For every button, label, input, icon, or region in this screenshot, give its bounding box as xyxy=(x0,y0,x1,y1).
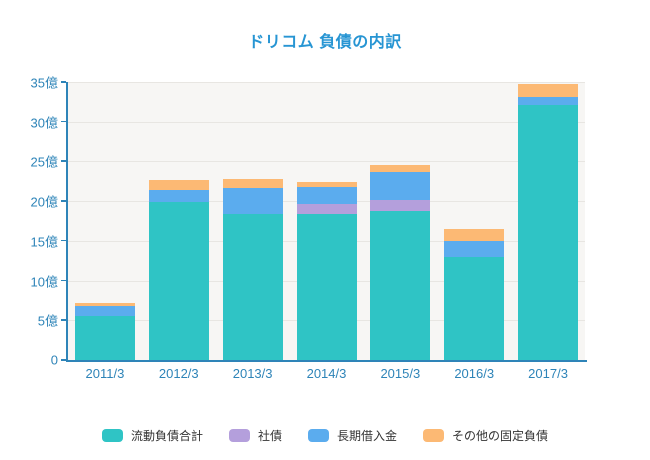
legend-label: 流動負債合計 xyxy=(130,429,203,443)
y-axis-tick-label: 30億 xyxy=(30,115,58,131)
bar-segment[interactable] xyxy=(370,211,431,360)
x-axis-label: 2017/3 xyxy=(528,366,568,381)
bar-segment[interactable] xyxy=(222,178,283,189)
gridline xyxy=(68,161,585,163)
y-axis-tick-label: 5億 xyxy=(37,313,58,329)
bar-segment[interactable] xyxy=(518,84,579,98)
legend-label: その他の固定負債 xyxy=(452,429,549,443)
y-axis-tick-label: 20億 xyxy=(30,194,58,210)
bar-segment[interactable] xyxy=(444,228,505,241)
y-axis-tick-label: 25億 xyxy=(30,154,58,170)
legend-swatch xyxy=(101,429,123,442)
bar-segment[interactable] xyxy=(518,105,579,360)
y-axis-tick xyxy=(61,200,66,202)
legend-swatch xyxy=(423,429,445,442)
legend-item[interactable]: 流動負債合計 xyxy=(101,427,203,444)
bar-segment[interactable] xyxy=(296,204,357,214)
x-axis-labels: 2011/3 2012/3 2013/3 2014/3 2015/3 2016/3 2017… xyxy=(68,366,585,386)
legend-item[interactable]: 長期借入金 xyxy=(308,427,397,444)
y-axis-tick xyxy=(61,319,66,321)
legend: 流動負債合計 社債 長期借入金 その他の固定負債 xyxy=(0,427,650,444)
y-axis-tick-label: 0 xyxy=(50,352,58,368)
bar-segment[interactable] xyxy=(296,213,357,360)
bar-segment[interactable] xyxy=(296,182,357,187)
legend-item[interactable]: その他の固定負債 xyxy=(423,427,548,444)
bar-segment[interactable] xyxy=(148,190,209,202)
legend-label: 社債 xyxy=(257,429,282,443)
y-axis-tick xyxy=(61,120,66,123)
bar-segment[interactable] xyxy=(296,186,357,205)
y-axis-tick xyxy=(61,239,66,242)
bar-segment[interactable] xyxy=(222,188,283,214)
y-axis-tick xyxy=(61,81,66,83)
x-axis-label: 2014/3 xyxy=(306,366,347,381)
x-axis-label: 2013/3 xyxy=(232,366,273,381)
bar-segment[interactable] xyxy=(444,240,505,257)
bar-segment[interactable] xyxy=(444,256,505,360)
x-axis-line xyxy=(66,360,587,362)
legend-swatch xyxy=(308,429,329,442)
x-axis-label: 2011/3 xyxy=(85,366,125,381)
y-axis-tick-label: 15億 xyxy=(30,234,58,250)
legend-item[interactable]: 社債 xyxy=(228,427,282,444)
x-axis-label: 2012/3 xyxy=(158,366,199,381)
gridline xyxy=(68,82,585,83)
y-axis-labels: 0 5億 10億 15億 20億 25億 30億 35億 xyxy=(0,76,58,368)
legend-label: 長期借入金 xyxy=(337,429,398,443)
plot-area xyxy=(68,82,585,360)
bar-segment[interactable] xyxy=(222,213,283,360)
bar-segment[interactable] xyxy=(74,302,135,306)
y-axis-tick xyxy=(61,359,66,361)
bar-segment[interactable] xyxy=(370,199,431,212)
bar-segment[interactable] xyxy=(148,201,209,360)
bar-segment[interactable] xyxy=(74,316,135,360)
legend-swatch xyxy=(228,429,250,442)
y-axis-tick-label: 10億 xyxy=(30,274,58,290)
gridline xyxy=(68,121,585,123)
chart-title: ドリコム 負債の内訳 xyxy=(248,34,402,51)
y-axis-ticks xyxy=(61,81,66,361)
bar-segment[interactable] xyxy=(370,164,431,172)
bar-segment[interactable] xyxy=(74,306,135,317)
bar-segment[interactable] xyxy=(148,179,209,191)
y-axis-tick xyxy=(61,160,66,162)
x-axis-label: 2016/3 xyxy=(454,366,495,381)
y-axis-tick xyxy=(61,279,66,282)
y-axis-line xyxy=(66,82,68,362)
bar-segment[interactable] xyxy=(518,97,579,106)
y-axis-tick-label: 35億 xyxy=(30,75,58,91)
bar-segment[interactable] xyxy=(370,171,431,200)
x-axis-label: 2015/3 xyxy=(380,366,421,381)
